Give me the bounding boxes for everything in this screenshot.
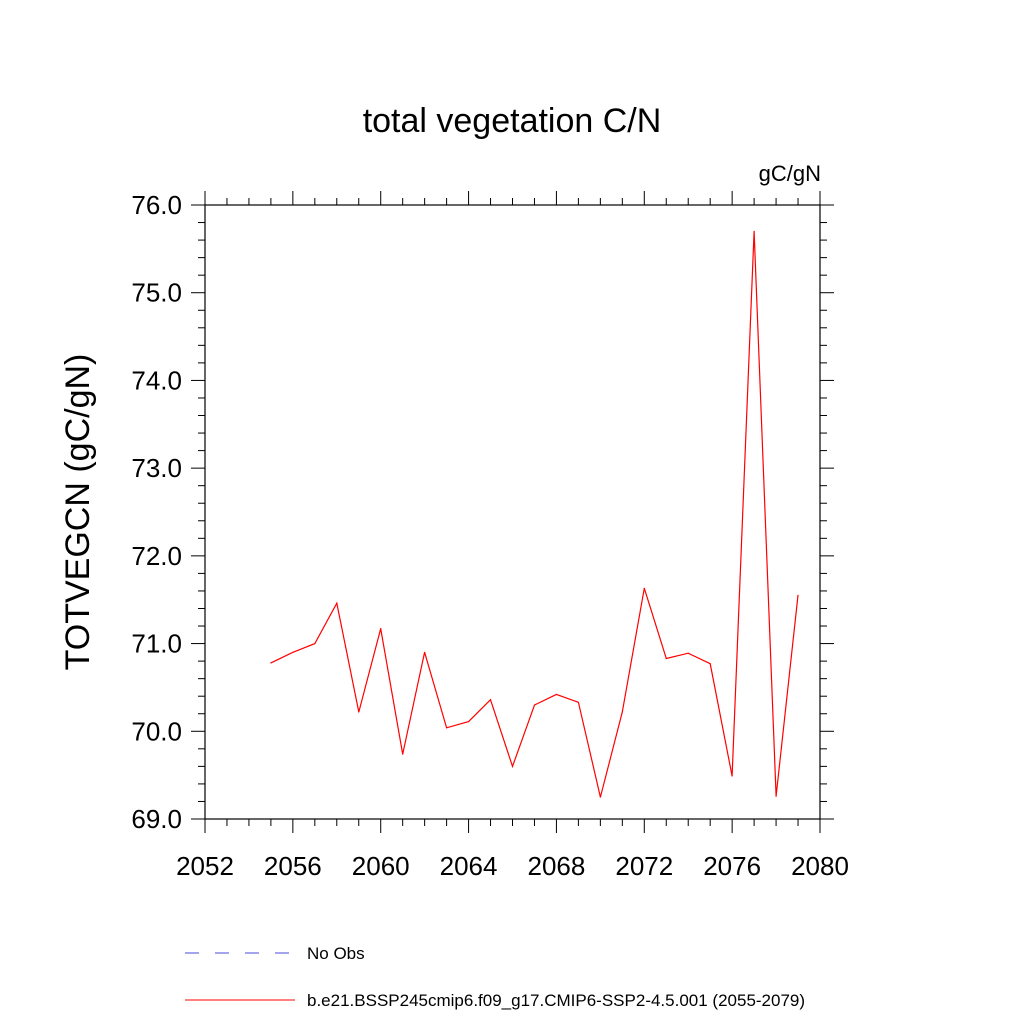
y-tick-labels: 69.0 70.0 71.0 72.0 73.0 74.0 75.0 76.0 (131, 190, 182, 834)
chart-title: total vegetation C/N (363, 102, 662, 140)
data-point (775, 795, 777, 797)
x-tick-label: 2052 (176, 851, 234, 881)
y-tick-label: 72.0 (131, 541, 182, 571)
data-point (358, 711, 360, 713)
y-tick-label: 69.0 (131, 804, 182, 834)
legend-label-model-run: b.e21.BSSP245cmip6.f09_g17.CMIP6-SSP2-4.… (307, 991, 805, 1010)
y-tick-label: 73.0 (131, 453, 182, 483)
data-point (577, 701, 579, 703)
units-label: gC/gN (759, 161, 821, 186)
plot-frame (204, 204, 821, 820)
data-point (446, 727, 448, 729)
data-point (314, 642, 316, 645)
x-tick-label: 2060 (352, 851, 410, 881)
legend: No Obs b.e21.BSSP245cmip6.f09_g17.CMIP6-… (185, 944, 805, 1010)
data-point (424, 651, 426, 653)
data-point (533, 704, 536, 706)
x-tick-label: 2064 (440, 851, 498, 881)
data-point (599, 796, 601, 798)
data-point (380, 628, 382, 630)
data-point (467, 721, 470, 723)
x-tick-label: 2056 (264, 851, 322, 881)
y-tick-label: 76.0 (131, 190, 182, 220)
data-point (709, 663, 711, 665)
data-point (687, 652, 689, 654)
x-tick-label: 2076 (703, 851, 761, 881)
x-tick-label: 2068 (528, 851, 586, 881)
series-layer (270, 230, 799, 798)
y-tick-label: 74.0 (131, 365, 182, 395)
data-point (292, 651, 294, 653)
data-point (336, 602, 338, 604)
data-point (489, 699, 492, 701)
data-point (797, 594, 799, 596)
axis-ticks (191, 191, 834, 833)
data-point (270, 662, 272, 664)
data-point (511, 765, 514, 767)
x-tick-label: 2080 (791, 851, 849, 881)
data-point (753, 230, 755, 232)
series-line (270, 231, 799, 798)
x-tick-label: 2072 (615, 851, 673, 881)
y-tick-label: 70.0 (131, 716, 182, 746)
y-tick-label: 71.0 (131, 629, 182, 659)
data-point (402, 753, 404, 755)
y-axis-label: TOTVEGCN (gC/gN) (59, 354, 97, 671)
data-point (665, 657, 667, 660)
y-tick-label: 75.0 (131, 278, 182, 308)
data-point (731, 775, 733, 777)
data-point (643, 587, 645, 589)
data-point (621, 711, 623, 713)
legend-label-no-obs: No Obs (307, 944, 365, 963)
x-tick-labels: 2052 2056 2060 2064 2068 2072 2076 2080 (176, 851, 849, 881)
data-point (555, 693, 558, 696)
